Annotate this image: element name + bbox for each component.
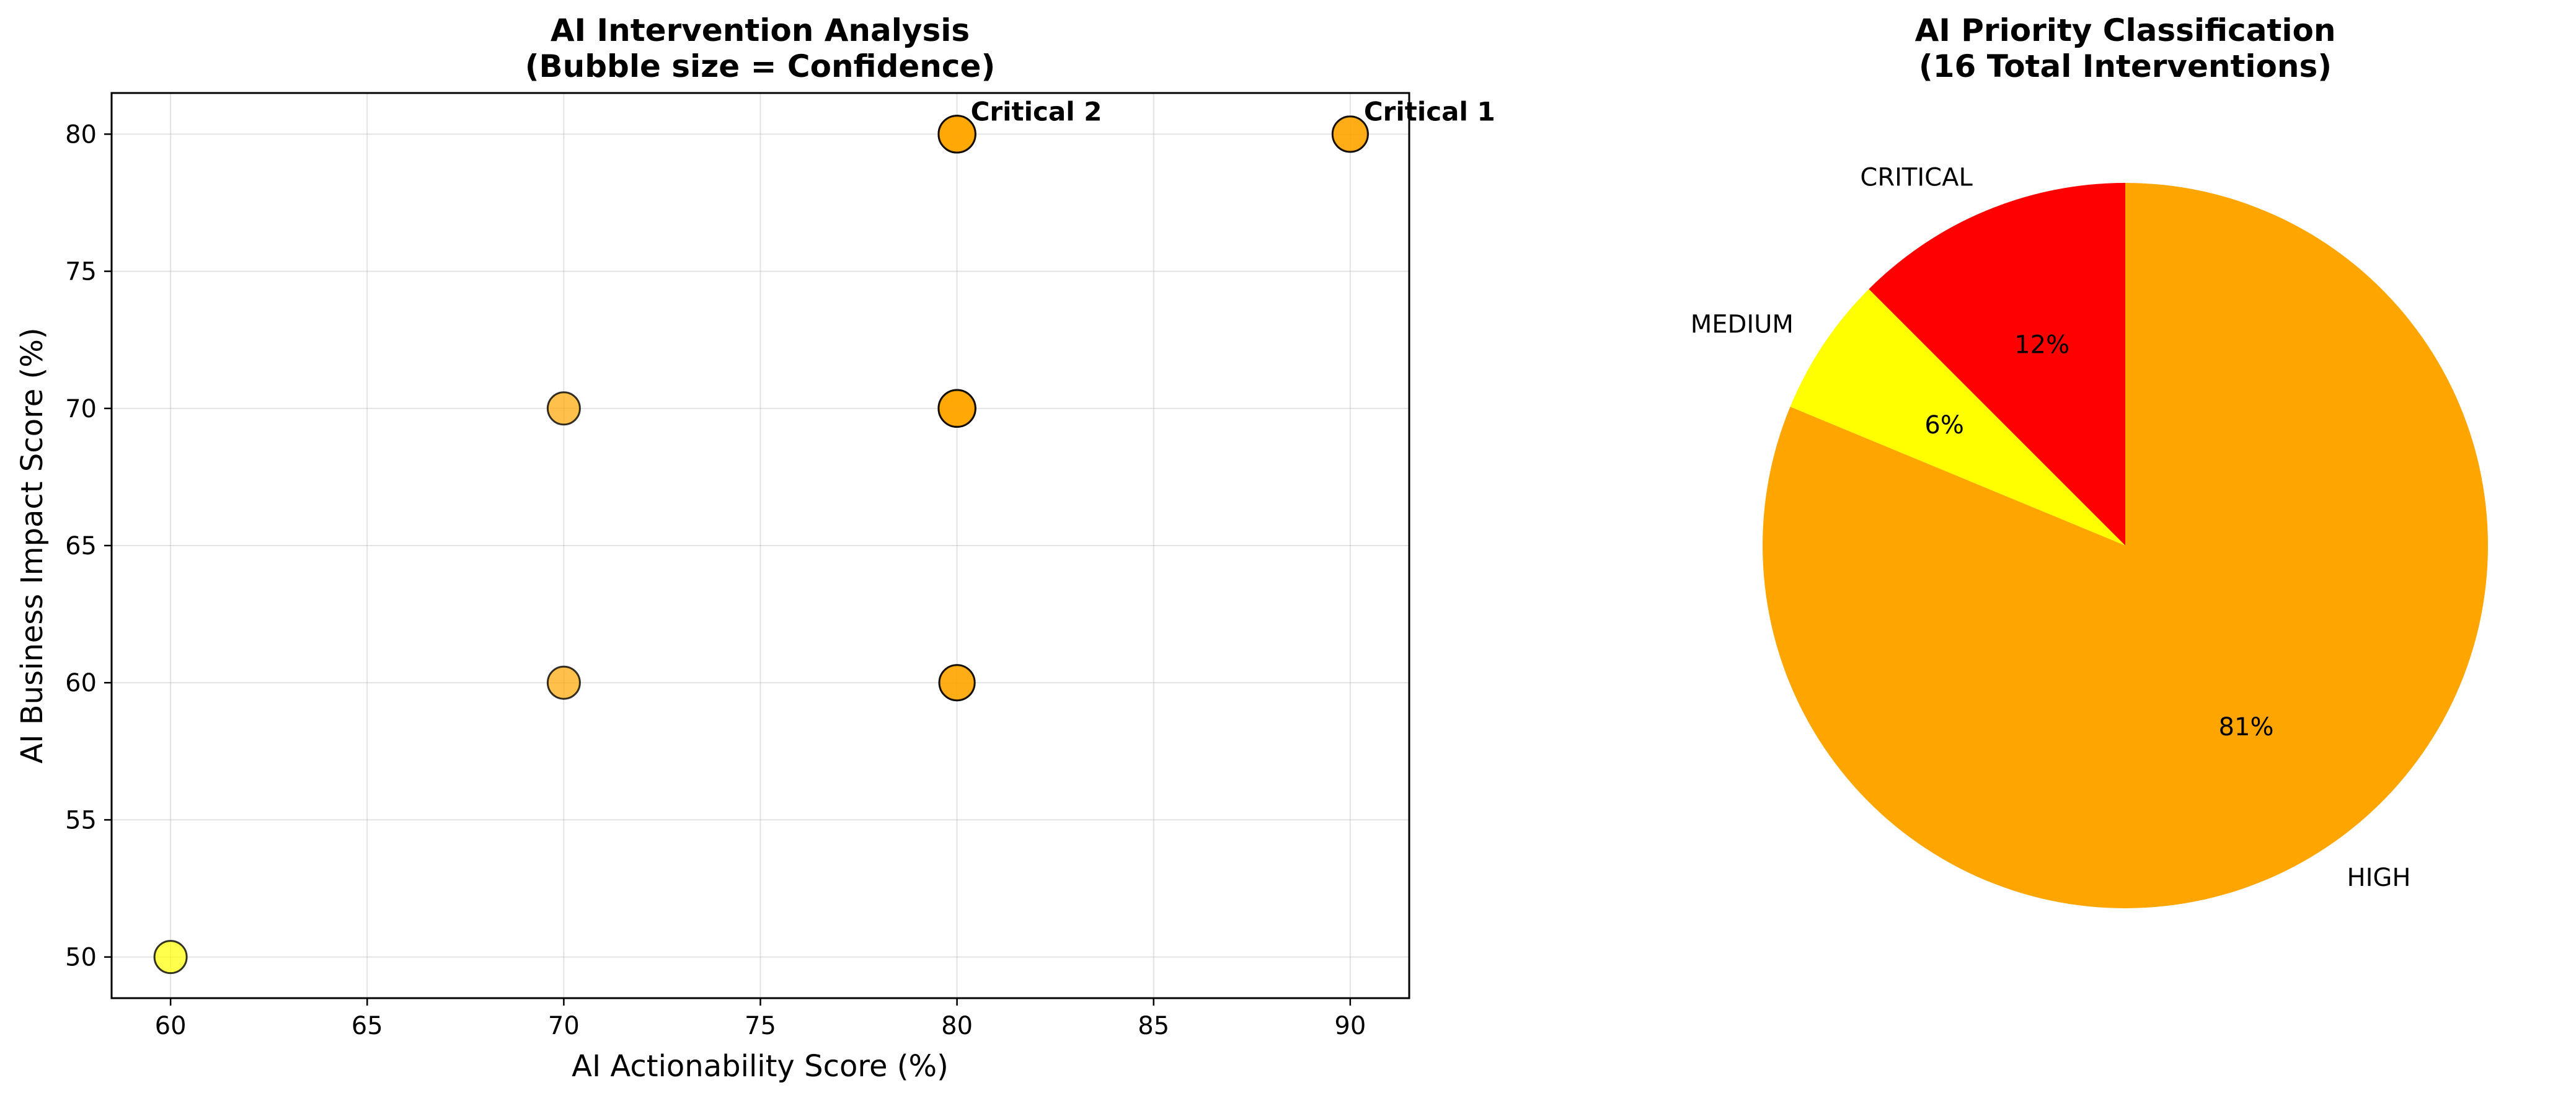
scatter-y-tick-label: 55 — [65, 806, 97, 834]
scatter-point — [937, 389, 976, 428]
pie-slice-label: CRITICAL — [1860, 163, 1973, 192]
scatter-points — [153, 115, 1369, 975]
pie-slice-percent: 81% — [2219, 713, 2274, 741]
scatter-annotations: Critical 1 Critical 2 — [971, 96, 1495, 126]
scatter-x-axis-label: AI Actionability Score (%) — [572, 1049, 949, 1084]
pie-title-line2: (16 Total Interventions) — [1919, 48, 2332, 84]
scatter-title-line2: (Bubble size = Confidence) — [525, 48, 996, 84]
pie-title-line1: AI Priority Classification — [1915, 12, 2336, 48]
scatter-point — [153, 940, 188, 975]
scatter-x-tick-label: 75 — [745, 1012, 776, 1040]
scatter-x-tick-label: 60 — [155, 1012, 187, 1040]
scatter-y-axis-label: AI Business Impact Score (%) — [15, 327, 50, 763]
pie-slice-percent: 12% — [2014, 331, 2069, 360]
scatter-x-tick-label: 80 — [941, 1012, 973, 1040]
scatter-point — [546, 665, 581, 700]
pie-slice-label: MEDIUM — [1691, 310, 1794, 339]
pie-chart: AI Priority Classification (16 Total Int… — [1691, 12, 2488, 908]
scatter-x-tick-label: 70 — [548, 1012, 580, 1040]
scatter-y-tick-label: 60 — [65, 669, 97, 697]
scatter-chart: AI Intervention Analysis (Bubble size = … — [15, 12, 1495, 1084]
scatter-annotation: Critical 2 — [971, 96, 1102, 126]
scatter-x-tick-label: 90 — [1334, 1012, 1366, 1040]
scatter-title-line1: AI Intervention Analysis — [551, 12, 970, 48]
scatter-y-tick-label: 65 — [65, 532, 97, 560]
pie-slice-medium — [1790, 289, 2125, 546]
scatter-y-tick-label: 75 — [65, 258, 97, 286]
scatter-y-tick-label: 80 — [65, 120, 97, 149]
scatter-y-tick-label: 70 — [65, 395, 97, 423]
pie-slices — [1763, 183, 2488, 908]
pie-slice-label: HIGH — [2347, 864, 2411, 892]
scatter-y-tick-label: 50 — [65, 944, 97, 972]
scatter-x-ticks: 60 65 70 75 80 85 90 — [155, 998, 1366, 1040]
scatter-y-ticks: 50 55 60 65 70 75 80 — [65, 120, 112, 972]
scatter-grid — [112, 93, 1409, 998]
pie-labels: CRITICAL 12% MEDIUM 6% HIGH 81% — [1691, 163, 2411, 892]
scatter-x-tick-label: 85 — [1138, 1012, 1169, 1040]
pie-slice-high — [1763, 183, 2488, 908]
scatter-point — [546, 391, 581, 426]
pie-slice-percent: 6% — [1924, 411, 1963, 440]
scatter-point — [937, 115, 976, 154]
scatter-x-tick-label: 65 — [352, 1012, 383, 1040]
scatter-point — [938, 664, 976, 702]
scatter-annotation: Critical 1 — [1364, 96, 1495, 126]
scatter-point — [1331, 115, 1369, 153]
pie-slice-critical — [1869, 183, 2125, 546]
